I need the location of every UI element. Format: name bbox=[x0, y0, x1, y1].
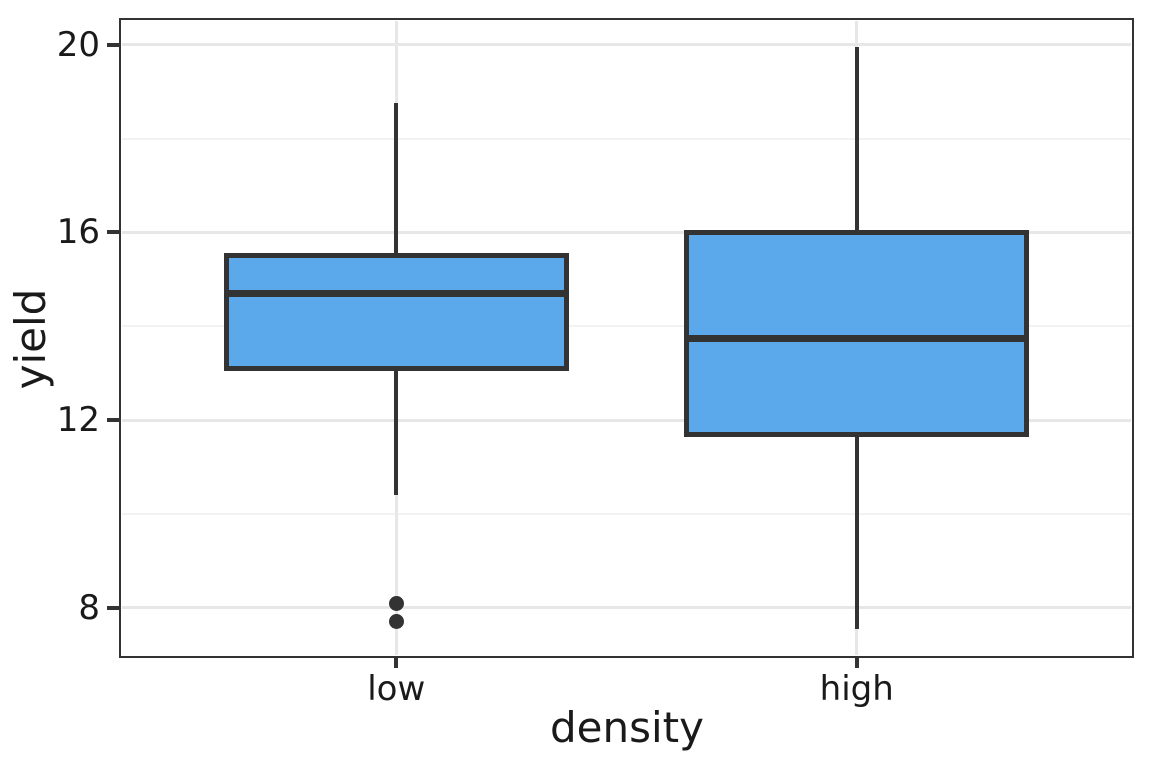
lower-whisker bbox=[394, 368, 399, 496]
x-tick-label: low bbox=[367, 669, 426, 709]
y-tick-label: 12 bbox=[56, 400, 100, 441]
box-iqr bbox=[684, 229, 1030, 437]
y-tick-mark bbox=[107, 418, 120, 423]
median-line bbox=[223, 289, 569, 297]
x-tick-mark bbox=[394, 658, 399, 668]
box-iqr bbox=[223, 253, 569, 371]
upper-whisker bbox=[854, 47, 859, 233]
x-axis-title: density bbox=[550, 703, 704, 752]
y-tick-mark bbox=[107, 605, 120, 610]
upper-whisker bbox=[394, 103, 399, 256]
y-tick-mark bbox=[107, 230, 120, 235]
median-line bbox=[684, 334, 1030, 342]
major-gridline bbox=[122, 230, 1131, 234]
outlier-point bbox=[388, 614, 404, 630]
y-tick-label: 20 bbox=[56, 24, 100, 65]
y-tick-label: 8 bbox=[78, 587, 100, 628]
major-gridline bbox=[122, 43, 1131, 47]
major-gridline bbox=[122, 418, 1131, 422]
minor-gridline bbox=[122, 512, 1131, 515]
minor-gridline bbox=[122, 137, 1131, 140]
y-tick-mark bbox=[107, 42, 120, 47]
y-tick-label: 16 bbox=[56, 212, 100, 253]
minor-gridline bbox=[122, 325, 1131, 328]
x-tick-label: high bbox=[819, 669, 894, 709]
y-axis-title: yield bbox=[6, 288, 55, 390]
x-tick-mark bbox=[854, 658, 859, 668]
lower-whisker bbox=[854, 434, 859, 629]
major-gridline bbox=[122, 606, 1131, 610]
outlier-point bbox=[388, 595, 404, 611]
panel-border bbox=[119, 18, 1134, 658]
